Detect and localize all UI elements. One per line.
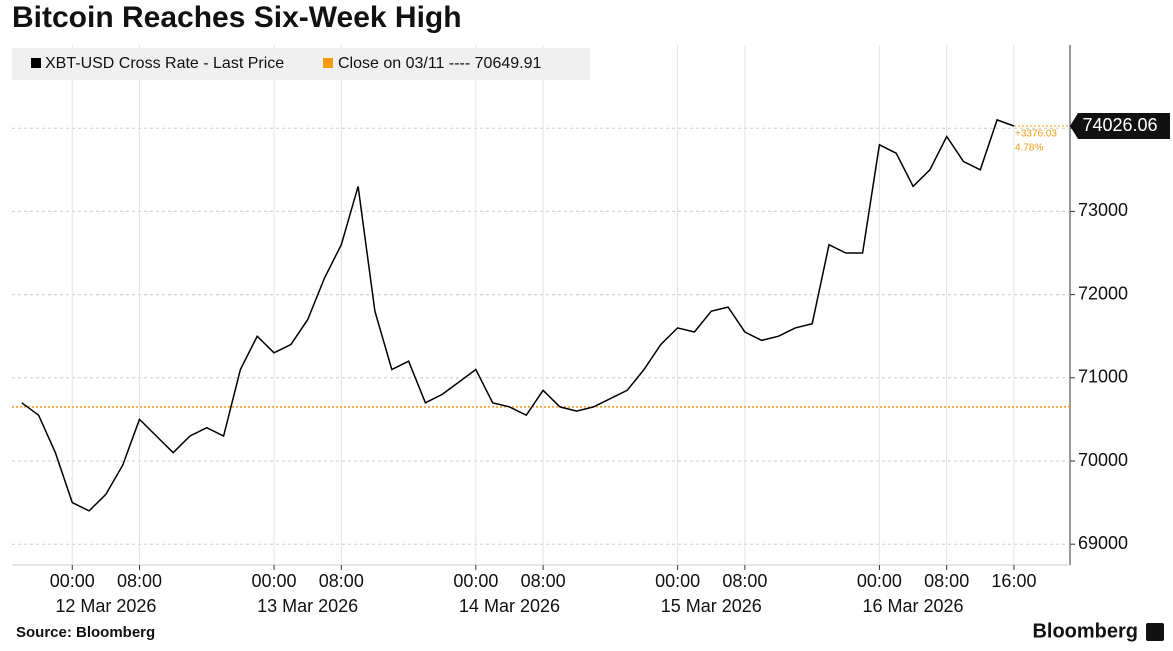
x-tick-label: 08:00 — [924, 571, 969, 591]
x-tick-label: 08:00 — [521, 571, 566, 591]
x-date-label: 12 Mar 2026 — [55, 596, 156, 616]
y-tick-label: 70000 — [1078, 450, 1128, 470]
x-date-label: 16 Mar 2026 — [863, 596, 964, 616]
change-pct-label: 4.78% — [1015, 143, 1043, 154]
x-tick-label: 00:00 — [252, 571, 297, 591]
x-tick-label: 00:00 — [655, 571, 700, 591]
chart-title: Bitcoin Reaches Six-Week High — [12, 1, 462, 34]
last-price-label: 74026.06 — [1082, 115, 1157, 135]
x-tick-label: 08:00 — [117, 571, 162, 591]
brand-icon — [1146, 623, 1164, 641]
x-tick-label: 08:00 — [722, 571, 767, 591]
y-tick-label: 69000 — [1078, 533, 1128, 553]
x-date-label: 14 Mar 2026 — [459, 596, 560, 616]
change-label: +3376.03 — [1015, 129, 1057, 140]
x-date-label: 15 Mar 2026 — [661, 596, 762, 616]
legend-swatch — [323, 58, 333, 68]
x-tick-label: 08:00 — [319, 571, 364, 591]
y-tick-label: 71000 — [1078, 367, 1128, 387]
legend-swatch — [31, 58, 41, 68]
brand: Bloomberg — [1032, 620, 1138, 642]
legend-box — [12, 48, 590, 80]
x-tick-label: 00:00 — [857, 571, 902, 591]
legend-label: XBT-USD Cross Rate - Last Price — [45, 55, 284, 72]
y-tick-label: 73000 — [1078, 200, 1128, 220]
x-tick-label: 00:00 — [50, 571, 95, 591]
legend-label: Close on 03/11 ---- 70649.91 — [338, 55, 541, 72]
x-date-label: 13 Mar 2026 — [257, 596, 358, 616]
x-tick-label: 16:00 — [991, 571, 1036, 591]
last-price-tag — [1070, 113, 1170, 140]
y-tick-label: 72000 — [1078, 283, 1128, 303]
x-tick-label: 00:00 — [453, 571, 498, 591]
price-line — [21, 118, 1015, 512]
source: Source: Bloomberg — [16, 624, 155, 641]
